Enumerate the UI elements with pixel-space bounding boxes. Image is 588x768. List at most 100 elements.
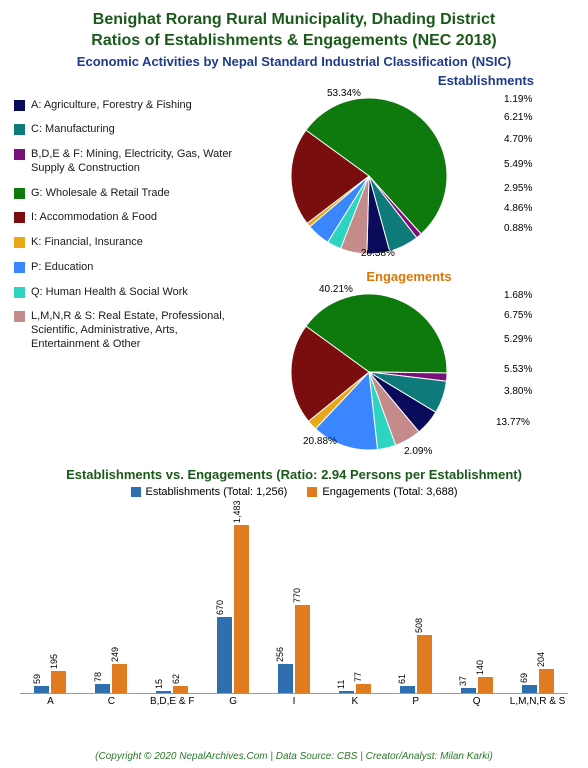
- bar-legend-label: Engagements (Total: 3,688): [322, 486, 457, 498]
- bar-group: 69204L,M,N,R & S: [511, 669, 564, 692]
- legend-label: L,M,N,R & S: Real Estate, Professional, …: [31, 310, 234, 351]
- bar-value: 508: [414, 618, 424, 633]
- bar: 15: [156, 691, 171, 693]
- bar: 69: [522, 685, 537, 693]
- bar-value: 59: [32, 674, 42, 684]
- subtitle: Economic Activities by Nepal Standard In…: [20, 54, 568, 69]
- bar-legend-swatch: [131, 487, 141, 497]
- bar: 77: [356, 684, 371, 693]
- bar-value: 140: [475, 660, 485, 675]
- bar-category-label: A: [47, 696, 54, 707]
- bar: 204: [539, 669, 554, 692]
- pie1-title: Establishments: [438, 73, 534, 88]
- bar-category-label: P: [412, 696, 419, 707]
- legend-swatch: [14, 124, 25, 135]
- legend-swatch: [14, 212, 25, 223]
- legend-item: I: Accommodation & Food: [14, 211, 234, 225]
- pie-label: 5.29%: [504, 334, 532, 345]
- pie-label: 53.34%: [327, 88, 361, 99]
- bar-legend: Establishments (Total: 1,256) Engagements…: [14, 486, 574, 498]
- bar: 11: [339, 691, 354, 692]
- bar: 770: [295, 605, 310, 692]
- nsic-legend: A: Agriculture, Forestry & Fishing C: Man…: [14, 73, 244, 461]
- title-line2: Ratios of Establishments & Engagements (…: [20, 31, 568, 52]
- legend-swatch: [14, 287, 25, 298]
- pie-label: 6.75%: [504, 310, 532, 321]
- bar-group: 256770I: [268, 605, 321, 692]
- pie-label: 0.88%: [504, 223, 532, 234]
- bar-group: 61508P: [389, 635, 442, 693]
- legend-label: Q: Human Health & Social Work: [31, 286, 188, 300]
- pie-label: 4.70%: [504, 134, 532, 145]
- legend-label: C: Manufacturing: [31, 123, 115, 137]
- pie-label: 5.49%: [504, 159, 532, 170]
- bar: 195: [51, 671, 66, 693]
- footer-credit: (Copyright © 2020 NepalArchives.Com | Da…: [0, 751, 588, 762]
- bar: 508: [417, 635, 432, 693]
- legend-swatch: [14, 100, 25, 111]
- legend-item: B,D,E & F: Mining, Electricity, Gas, Wat…: [14, 148, 234, 176]
- legend-swatch: [14, 188, 25, 199]
- bar: 59: [34, 686, 49, 693]
- legend-item: A: Agriculture, Forestry & Fishing: [14, 99, 234, 113]
- legend-label: I: Accommodation & Food: [31, 211, 157, 225]
- legend-label: G: Wholesale & Retail Trade: [31, 187, 170, 201]
- bar-value: 204: [536, 652, 546, 667]
- bar-group: 6701,483G: [207, 525, 260, 693]
- bar-value: 770: [292, 588, 302, 603]
- bar-value: 1,483: [232, 500, 242, 523]
- pie-label: 3.80%: [504, 386, 532, 397]
- legend-item: C: Manufacturing: [14, 123, 234, 137]
- bar: 62: [173, 686, 188, 693]
- pie-label: 40.21%: [319, 284, 353, 295]
- bar-category-label: I: [293, 696, 296, 707]
- bar-category-label: B,D,E & F: [150, 696, 194, 707]
- legend-swatch: [14, 311, 25, 322]
- bar: 61: [400, 686, 415, 693]
- bar-value: 195: [49, 653, 59, 668]
- bar-legend-swatch: [307, 487, 317, 497]
- bar-value: 69: [519, 673, 529, 683]
- legend-item: Q: Human Health & Social Work: [14, 286, 234, 300]
- pie-label: 2.95%: [504, 183, 532, 194]
- legend-swatch: [14, 237, 25, 248]
- bar: 37: [461, 688, 476, 692]
- pie-establishments: 53.34% 1.19% 6.21% 4.70% 5.49% 2.95% 4.86% 0.88…: [249, 90, 569, 265]
- title-line1: Benighat Rorang Rural Municipality, Dhad…: [20, 10, 568, 31]
- bar: 249: [112, 664, 127, 692]
- pie-label: 20.38%: [361, 248, 395, 259]
- bar-legend-item: Engagements (Total: 3,688): [307, 486, 457, 498]
- bar-category-label: G: [229, 696, 237, 707]
- bar-category-label: L,M,N,R & S: [510, 696, 566, 707]
- pie-label: 1.19%: [504, 94, 532, 105]
- bar-legend-item: Establishments (Total: 1,256): [131, 486, 288, 498]
- bar-group: 59195A: [24, 671, 77, 693]
- pie-label: 20.88%: [303, 436, 337, 447]
- bar: 140: [478, 677, 493, 693]
- legend-label: A: Agriculture, Forestry & Fishing: [31, 99, 192, 113]
- pie-label: 13.77%: [496, 417, 530, 428]
- legend-label: K: Financial, Insurance: [31, 236, 143, 250]
- bar-value: 670: [215, 600, 225, 615]
- legend-label: P: Education: [31, 261, 93, 275]
- pie-label: 6.21%: [504, 112, 532, 123]
- legend-swatch: [14, 149, 25, 160]
- pie-label: 4.86%: [504, 203, 532, 214]
- bar-category-label: C: [108, 696, 115, 707]
- bar-group: 1562B,D,E & F: [146, 686, 199, 693]
- pie-label: 2.09%: [404, 446, 432, 457]
- bar-title: Establishments vs. Engagements (Ratio: 2…: [14, 467, 574, 482]
- bar-value: 78: [93, 672, 103, 682]
- bar-chart: 59195A78249C1562B,D,E & F6701,483G256770…: [20, 504, 568, 694]
- pie2-title: Engagements: [366, 269, 451, 284]
- bar-value: 249: [110, 647, 120, 662]
- bar-value: 62: [171, 674, 181, 684]
- bar-category-label: K: [352, 696, 359, 707]
- legend-swatch: [14, 262, 25, 273]
- bar-legend-label: Establishments (Total: 1,256): [146, 486, 288, 498]
- bar: 256: [278, 664, 293, 693]
- bar: 78: [95, 684, 110, 693]
- bar-value: 256: [275, 647, 285, 662]
- bar-group: 1177K: [328, 684, 381, 693]
- bar-value: 37: [458, 676, 468, 686]
